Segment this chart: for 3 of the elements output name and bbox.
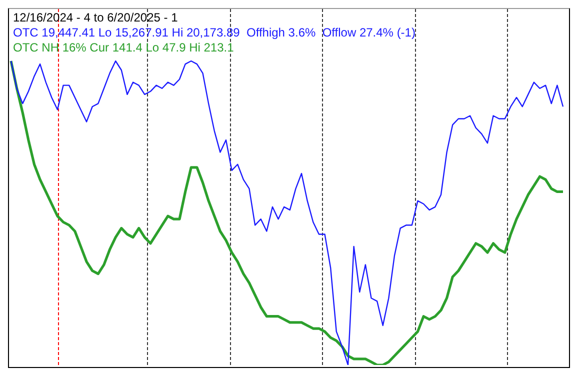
chart-title: 12/16/2024 - 4 to 6/20/2025 - 1: [13, 10, 178, 24]
series-label: OTC 19,447.41 Lo 15,267.91 Hi 20,173.89 Offhigh 3.6% Offlow 27.4% (-1): [13, 25, 416, 40]
series-label: OTC NH 16% Cur 141.4 Lo 47.9 Hi 213.1: [13, 40, 234, 54]
